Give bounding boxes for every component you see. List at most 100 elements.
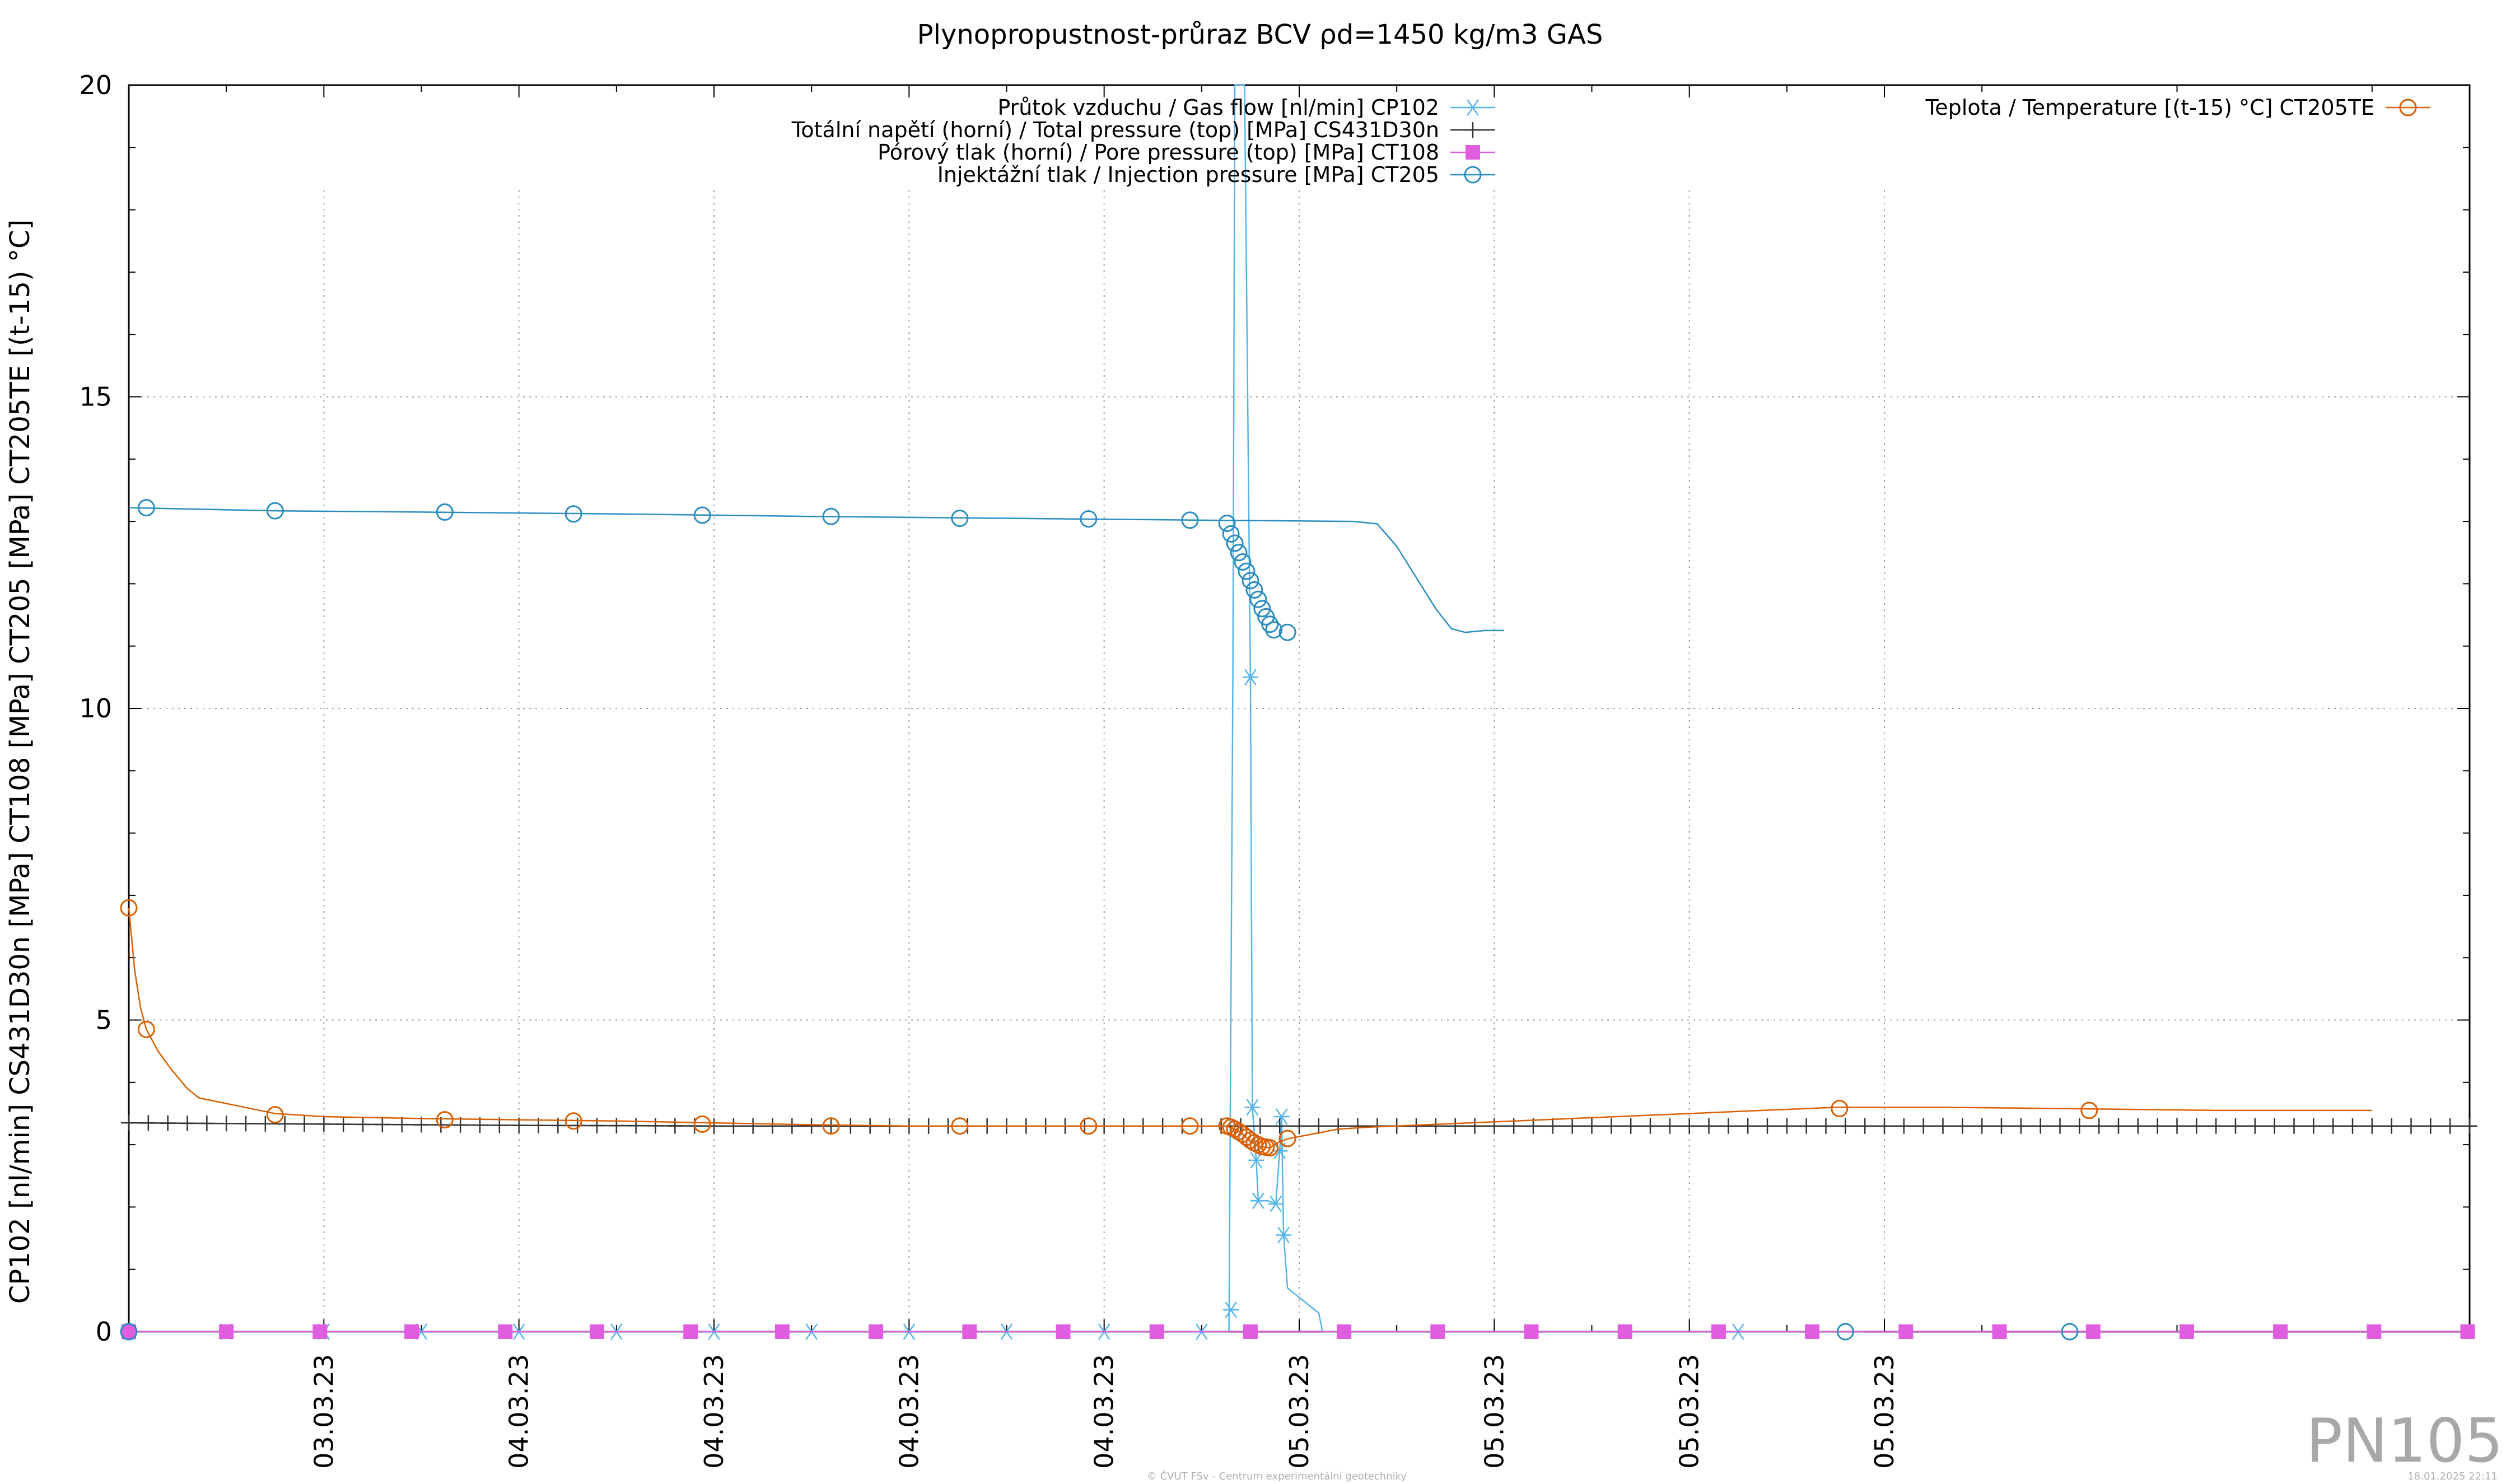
series-injection bbox=[120, 499, 2079, 1341]
totalpressure-point-109 bbox=[2247, 1118, 2263, 1134]
porepressure-point-2 bbox=[312, 1324, 328, 1339]
porepressure-point-12 bbox=[1243, 1324, 1258, 1339]
totalpressure-point-70 bbox=[1486, 1118, 1502, 1134]
porepressure-point-7 bbox=[774, 1324, 790, 1339]
totalpressure-point-6 bbox=[238, 1116, 254, 1132]
porepressure-point-16 bbox=[1617, 1324, 1632, 1339]
injection-point-8 bbox=[1181, 511, 1199, 529]
legend-marker-totalpressure bbox=[1465, 122, 1481, 138]
totalpressure-point-32 bbox=[745, 1118, 761, 1134]
temperature-point-8 bbox=[1080, 1117, 1098, 1135]
injection-point-4 bbox=[693, 506, 711, 524]
totalpressure-point-17 bbox=[452, 1117, 469, 1133]
totalpressure-point-10 bbox=[316, 1116, 332, 1132]
x-tick-label-8: 05.03.23 bbox=[1869, 1354, 1900, 1469]
porepressure-point-10 bbox=[1056, 1324, 1071, 1339]
injection-point-18 bbox=[1253, 600, 1271, 618]
porepressure-point-25 bbox=[2460, 1324, 2475, 1339]
porepressure-point-11 bbox=[1149, 1324, 1164, 1339]
legend-marker-porepressure bbox=[1466, 145, 1480, 160]
totalpressure-point-107 bbox=[2208, 1118, 2224, 1134]
totalpressure-point-13 bbox=[374, 1117, 390, 1133]
watermark-label: PN105 bbox=[2306, 1406, 2503, 1476]
y-axis-ticks: 0 5 10 15 20 bbox=[79, 70, 2470, 1347]
totalpressure-point-90 bbox=[1877, 1118, 1892, 1134]
legend-marker-temperature bbox=[2399, 99, 2417, 116]
chart-title: Plynopropustnost-průraz BCV ρd=1450 kg/m… bbox=[917, 19, 1603, 50]
totalpressure-point-95 bbox=[1974, 1118, 1990, 1134]
totalpressure-point-63 bbox=[1350, 1118, 1366, 1134]
totalpressure-point-73 bbox=[1544, 1118, 1561, 1134]
totalpressure-point-0 bbox=[121, 1115, 137, 1131]
totalpressure-point-27 bbox=[647, 1118, 664, 1134]
totalpressure-point-61 bbox=[1310, 1118, 1327, 1134]
totalpressure-point-104 bbox=[2149, 1118, 2166, 1134]
temperature-point-7 bbox=[951, 1117, 969, 1135]
totalpressure-point-60 bbox=[1291, 1118, 1307, 1134]
y-tick-label-4: 20 bbox=[79, 70, 112, 100]
temperature-point-1 bbox=[137, 1020, 155, 1038]
totalpressure-point-97 bbox=[2013, 1118, 2029, 1134]
temperature-point-22 bbox=[1278, 1130, 1296, 1147]
y-tick-label-2: 10 bbox=[79, 693, 112, 724]
y-axis-label: CP102 [nl/min] CS431D30n [MPa] CT108 [MP… bbox=[4, 220, 36, 1304]
injection-point-0 bbox=[137, 499, 155, 517]
totalpressure-point-116 bbox=[2383, 1118, 2400, 1134]
injection-point-10 bbox=[1222, 525, 1240, 543]
porepressure-point-18 bbox=[1805, 1324, 1820, 1339]
injection-point-22 bbox=[1278, 623, 1296, 641]
porepressure-point-3 bbox=[404, 1324, 419, 1339]
totalpressure-point-5 bbox=[218, 1116, 235, 1132]
totalpressure-point-9 bbox=[296, 1116, 312, 1132]
injection-point-20 bbox=[1261, 615, 1279, 633]
gasflow-point-17 bbox=[1268, 1196, 1284, 1212]
y-tick-label-3: 15 bbox=[79, 382, 112, 412]
totalpressure-point-11 bbox=[335, 1116, 352, 1132]
injection-point-9 bbox=[1218, 514, 1236, 532]
injection-point-1 bbox=[266, 502, 284, 520]
injection-point-16 bbox=[1245, 581, 1263, 599]
totalpressure-point-78 bbox=[1642, 1118, 1658, 1134]
gasflow-point-15 bbox=[1248, 1152, 1264, 1169]
porepressure-point-8 bbox=[869, 1324, 884, 1339]
totalpressure-point-118 bbox=[2423, 1118, 2439, 1134]
porepressure-point-1 bbox=[219, 1324, 234, 1339]
x-tick-label-7: 05.03.23 bbox=[1674, 1354, 1705, 1469]
legend-marker-gasflow bbox=[1465, 99, 1481, 116]
injection-point-2 bbox=[436, 503, 454, 521]
legend-label-gasflow: Průtok vzduchu / Gas flow [nl/min] CP102 bbox=[997, 95, 1439, 120]
injection-point-5 bbox=[822, 507, 840, 525]
temperature-point-3 bbox=[436, 1111, 454, 1129]
totalpressure-point-12 bbox=[355, 1116, 371, 1132]
porepressure-point-9 bbox=[962, 1324, 977, 1339]
injection-point-12 bbox=[1230, 544, 1248, 562]
porepressure-point-4 bbox=[498, 1324, 513, 1339]
gasflow-point-12 bbox=[1223, 1301, 1239, 1318]
totalpressure-point-85 bbox=[1779, 1118, 1795, 1134]
porepressure-point-14 bbox=[1430, 1324, 1445, 1339]
totalpressure-point-1 bbox=[140, 1115, 156, 1131]
totalpressure-point-69 bbox=[1467, 1118, 1483, 1134]
porepressure-point-15 bbox=[1524, 1324, 1539, 1339]
porepressure-point-21 bbox=[2085, 1324, 2101, 1339]
x-tick-label-0: 03.03.23 bbox=[309, 1354, 339, 1469]
injection-point-7 bbox=[1080, 510, 1098, 528]
x-tick-label-1: 04.03.23 bbox=[504, 1354, 534, 1469]
totalpressure-point-100 bbox=[2071, 1118, 2088, 1134]
porepressure-point-22 bbox=[2179, 1324, 2194, 1339]
series-temperature bbox=[120, 899, 2372, 1157]
injection-point-14 bbox=[1238, 562, 1256, 580]
porepressure-point-13 bbox=[1337, 1324, 1352, 1339]
totalpressure-point-82 bbox=[1720, 1118, 1737, 1134]
temperature-point-21 bbox=[1261, 1139, 1279, 1157]
footer-date: 18.01.2025 22:11 bbox=[2407, 1471, 2498, 1482]
porepressure-point-17 bbox=[1711, 1324, 1726, 1339]
totalpressure-point-2 bbox=[160, 1115, 176, 1131]
porepressure-point-5 bbox=[590, 1324, 604, 1339]
injection-point-23 bbox=[1836, 1323, 1854, 1341]
injection-point-13 bbox=[1234, 553, 1252, 571]
x-tick-label-3: 04.03.23 bbox=[894, 1354, 924, 1469]
totalpressure-point-75 bbox=[1584, 1118, 1600, 1134]
totalpressure-point-30 bbox=[706, 1118, 722, 1134]
